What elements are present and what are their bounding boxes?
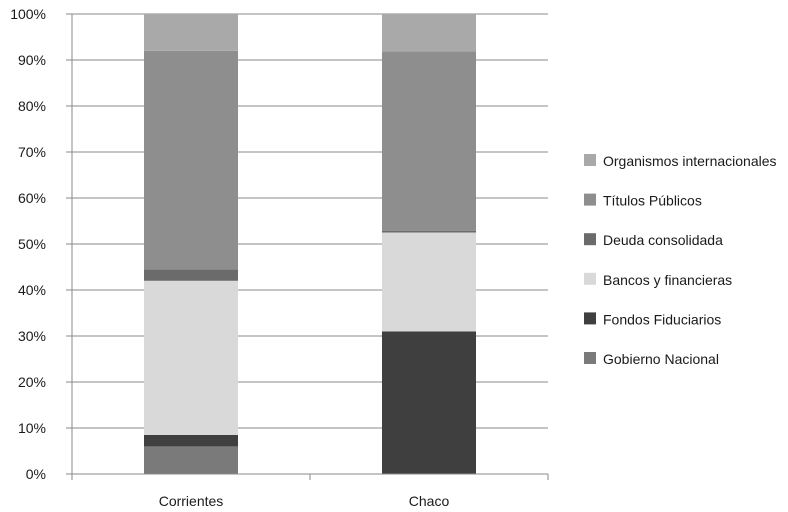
legend-label: Gobierno Nacional [603, 351, 719, 367]
legend-swatch [584, 272, 596, 285]
bar-segment [382, 232, 476, 332]
bar-segment [382, 51, 476, 231]
legend-label: Fondos Fiduciarios [603, 311, 721, 327]
y-tick-label: 0% [26, 466, 46, 482]
y-tick-label: 70% [18, 144, 46, 160]
legend-label: Bancos y financieras [603, 272, 732, 288]
y-tick-label: 50% [18, 236, 46, 252]
y-tick-label: 40% [18, 282, 46, 298]
bar-segment [144, 14, 238, 51]
bar-segment [144, 50, 238, 270]
x-category-labels: Corrientes Chaco [159, 493, 450, 509]
bar-segment [144, 280, 238, 435]
legend-swatch [584, 312, 596, 325]
legend-swatch [584, 233, 596, 246]
bars [144, 14, 476, 474]
legend-label: Títulos Públicos [603, 193, 702, 209]
y-tick-label: 90% [18, 52, 46, 68]
bar-segment [144, 434, 238, 447]
y-tick-label: 60% [18, 190, 46, 206]
y-tick-labels: 0% 10% 20% 30% 40% 50% 60% 70% 80% 90% 100% [10, 6, 46, 482]
legend: Gobierno Nacional Fondos Fiduciarios Banco… [584, 153, 777, 367]
bar-segment [144, 269, 238, 281]
legend-label: Deuda consolidada [603, 232, 723, 248]
y-tick-label: 80% [18, 98, 46, 114]
axes [71, 14, 549, 480]
y-tick-label: 30% [18, 328, 46, 344]
bar-segment [382, 14, 476, 52]
bar-segment [382, 331, 476, 474]
bar-segment [382, 230, 476, 233]
y-tick-label: 100% [10, 6, 46, 22]
legend-swatch [584, 154, 596, 166]
x-category-label: Chaco [409, 493, 450, 509]
legend-swatch [584, 352, 596, 364]
y-tick-label: 20% [18, 374, 46, 390]
bar-segment [144, 446, 238, 474]
legend-label: Organismos internacionales [603, 153, 777, 169]
x-category-label: Corrientes [159, 493, 224, 509]
legend-swatch [584, 193, 596, 206]
y-tick-label: 10% [18, 420, 46, 436]
